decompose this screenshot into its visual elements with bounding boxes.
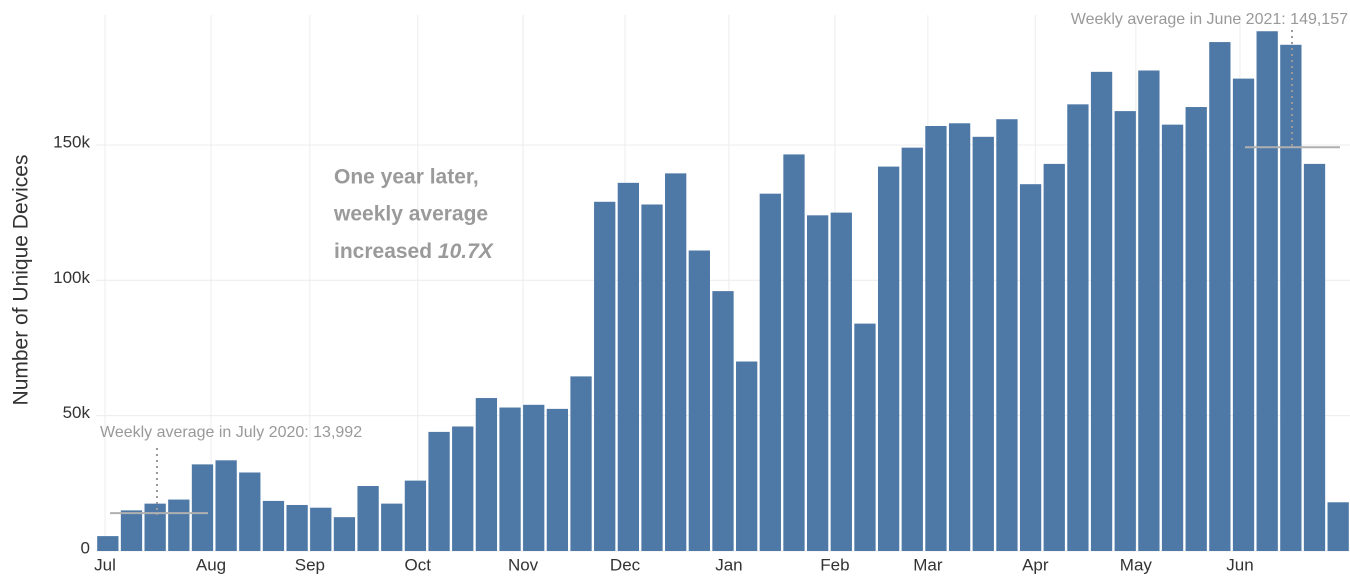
x-tick-label: May bbox=[1120, 555, 1153, 574]
callout: weekly average bbox=[333, 203, 488, 226]
bar bbox=[925, 125, 947, 551]
callout: One year later, bbox=[334, 166, 479, 189]
annotation: Weekly average in June 2021: 149,157 bbox=[1071, 11, 1348, 28]
bar bbox=[97, 536, 119, 551]
bar bbox=[428, 431, 450, 551]
bar bbox=[1185, 107, 1207, 551]
bar bbox=[806, 215, 829, 551]
bar bbox=[168, 499, 190, 551]
bar bbox=[1090, 71, 1113, 552]
x-tick-label: Oct bbox=[405, 555, 432, 574]
x-tick-label: Mar bbox=[913, 555, 943, 574]
bar bbox=[381, 503, 403, 551]
y-axis-label: Number of Unique Devices bbox=[10, 155, 33, 406]
bar bbox=[1138, 70, 1160, 552]
callout: increased 10.7X bbox=[334, 240, 495, 263]
bar bbox=[783, 154, 805, 552]
bar bbox=[239, 472, 261, 551]
bar bbox=[333, 517, 356, 551]
x-tick-label: Nov bbox=[508, 555, 539, 574]
bar bbox=[736, 361, 758, 551]
callout-emphasis: 10.7X bbox=[438, 240, 495, 263]
bar bbox=[523, 404, 545, 551]
bar bbox=[546, 408, 569, 551]
x-tick-label: Aug bbox=[196, 555, 226, 574]
callout: increased bbox=[334, 240, 432, 263]
bar bbox=[499, 407, 521, 551]
bar bbox=[1019, 184, 1042, 551]
y-tick-label: 0 bbox=[81, 538, 90, 557]
x-tick-label: Apr bbox=[1022, 555, 1049, 574]
bar bbox=[901, 147, 923, 551]
bar bbox=[120, 510, 143, 551]
bar bbox=[996, 119, 1018, 551]
bar bbox=[286, 504, 308, 551]
bar bbox=[215, 460, 237, 551]
x-tick-label: Jan bbox=[715, 555, 742, 574]
bar bbox=[357, 486, 379, 551]
bar bbox=[641, 204, 663, 552]
bar bbox=[570, 376, 592, 551]
y-tick-label: 150k bbox=[53, 132, 90, 151]
bars bbox=[97, 31, 1349, 552]
bar bbox=[1327, 502, 1349, 551]
bar bbox=[1114, 111, 1136, 551]
bar bbox=[191, 464, 214, 551]
bar bbox=[688, 250, 710, 552]
y-tick-label: 50k bbox=[63, 403, 91, 422]
bar bbox=[310, 507, 332, 551]
bar bbox=[854, 323, 876, 551]
y-tick-label: 100k bbox=[53, 268, 90, 287]
bar bbox=[1067, 104, 1089, 551]
x-tick-label: Jul bbox=[94, 555, 116, 574]
bar bbox=[617, 182, 640, 551]
bar bbox=[972, 136, 994, 551]
bar bbox=[144, 503, 166, 551]
bar bbox=[1232, 78, 1255, 552]
bar bbox=[948, 123, 971, 551]
bar bbox=[1209, 42, 1231, 551]
bar bbox=[1161, 124, 1184, 552]
bar bbox=[1043, 163, 1065, 551]
bar bbox=[877, 166, 900, 552]
bar bbox=[665, 173, 687, 551]
x-tick-label: Jun bbox=[1226, 555, 1253, 574]
x-tick-label: Dec bbox=[610, 555, 641, 574]
bar bbox=[830, 212, 852, 552]
bar bbox=[452, 426, 474, 551]
bar bbox=[1280, 44, 1302, 552]
bar bbox=[475, 398, 498, 551]
annotations: Weekly average in July 2020: 13,992 Weekl… bbox=[100, 11, 1348, 515]
bar bbox=[712, 291, 734, 551]
bar bbox=[1303, 163, 1326, 551]
x-tick-label: Sep bbox=[295, 555, 325, 574]
bar bbox=[594, 201, 616, 551]
annotation: Weekly average in July 2020: 13,992 bbox=[100, 424, 362, 441]
bar bbox=[404, 480, 427, 551]
bar bbox=[1256, 31, 1278, 551]
bar bbox=[262, 500, 285, 551]
x-tick-label: Feb bbox=[820, 555, 849, 574]
bar bbox=[759, 193, 781, 551]
